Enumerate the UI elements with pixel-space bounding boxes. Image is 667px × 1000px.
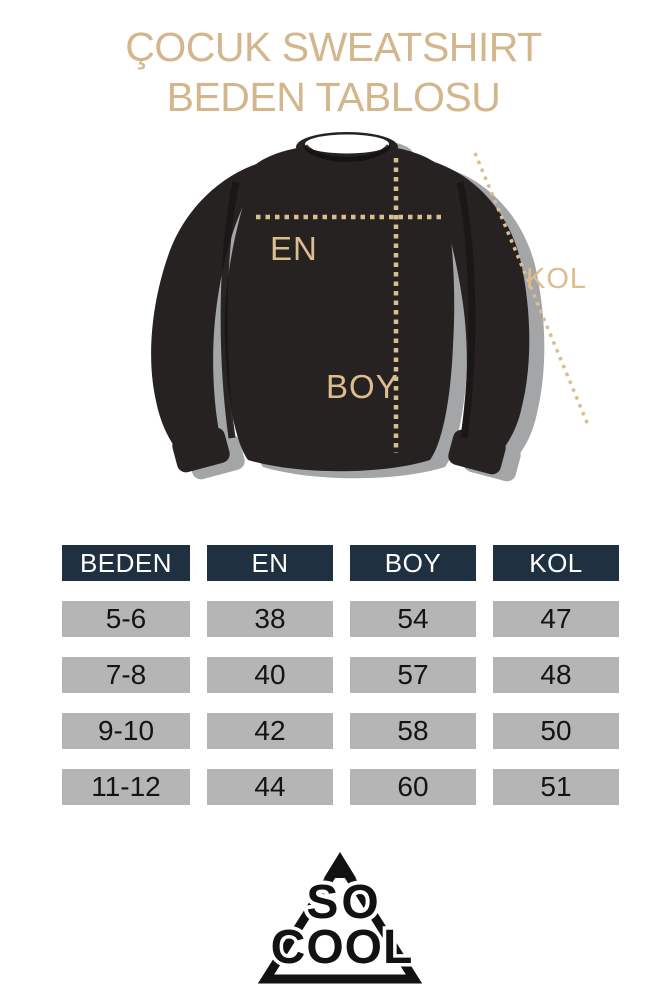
sleeve-measure-line [473,152,590,426]
table-cell: 42 [207,713,333,749]
table-header-boy: BOY [350,545,476,581]
logo-triangle-icon [257,853,423,984]
table-cell: 9-10 [62,713,190,749]
length-measure-label: BOY [326,368,399,405]
logo-word-1: SO [306,876,381,929]
table-cell: 5-6 [62,601,190,637]
table-cell: 38 [207,601,333,637]
page-title: ÇOCUK SWEATSHIRT BEDEN TABLOSU [0,22,667,122]
table-cell: 7-8 [62,657,190,693]
sleeve-measure-label: KOL [526,263,587,295]
table-cell: 54 [350,601,476,637]
table-cell: 58 [350,713,476,749]
left-seam-shade [220,181,240,439]
table-cell: 40 [207,657,333,693]
table-cell: 44 [207,769,333,805]
brand-logo: SO COOL [257,852,423,984]
logo-word-2: COOL [271,921,414,974]
table-header-beden: BEDEN [62,545,190,581]
collar-shade [303,144,391,162]
size-table: BEDEN EN BOY KOL 5-6 38 54 47 7-8 40 57 … [62,545,619,805]
title-line-2: BEDEN TABLOSU [166,74,501,120]
width-measure-label: EN [270,230,318,267]
table-cell: 50 [493,713,619,749]
table-cell: 48 [493,657,619,693]
logo-arrow-icon [324,852,356,878]
table-cell: 51 [493,769,619,805]
table-header-kol: KOL [493,545,619,581]
table-cell: 47 [493,601,619,637]
sweatshirt-diagram: EN BOY KOL [151,132,590,484]
right-seam-shade [456,181,476,439]
table-header-en: EN [207,545,333,581]
table-cell: 60 [350,769,476,805]
neck-opening [305,134,389,154]
table-cell: 57 [350,657,476,693]
table-cell: 11-12 [62,769,190,805]
title-line-1: ÇOCUK SWEATSHIRT [125,24,542,70]
